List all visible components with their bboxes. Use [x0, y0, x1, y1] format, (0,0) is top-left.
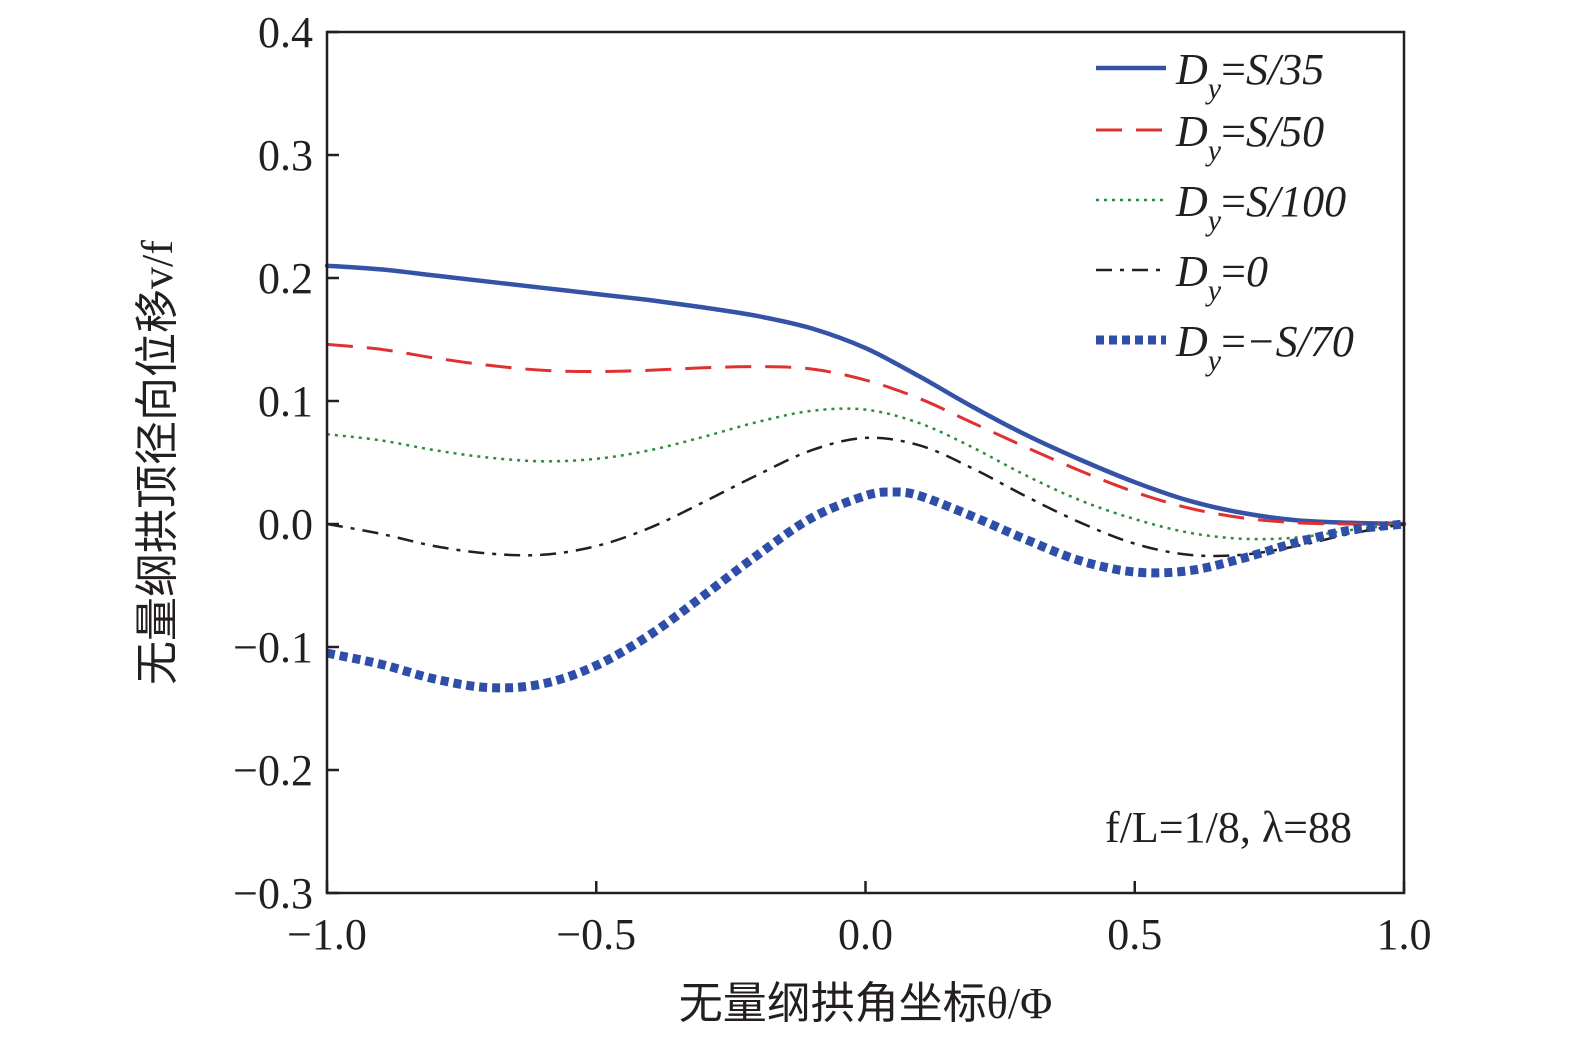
y-tick-label: 0.0: [258, 500, 313, 549]
y-tick-label: 0.3: [258, 131, 313, 180]
y-tick-label: −0.3: [233, 869, 313, 918]
y-tick-label: 0.2: [258, 254, 313, 303]
y-tick-label: −0.1: [233, 623, 313, 672]
series-line-4: [326, 436, 1405, 558]
legend-item: Dy=0: [1096, 247, 1268, 307]
legend-label: Dy=S/50: [1175, 107, 1324, 167]
x-tick-label: 1.0: [1377, 910, 1432, 959]
x-tick-label: −0.5: [556, 910, 636, 959]
y-tick-label: 0.4: [258, 8, 313, 57]
legend-item: Dy=−S/70: [1096, 317, 1354, 377]
x-tick-label: 0.5: [1107, 910, 1162, 959]
series-line-1: [324, 263, 1407, 527]
legend-label: Dy=−S/70: [1175, 317, 1354, 377]
legend-item: Dy=S/50: [1096, 107, 1324, 167]
legend-label: Dy=0: [1175, 247, 1268, 307]
series-line-2: [326, 342, 1405, 526]
series-layer: [324, 263, 1407, 693]
series-line-3: [326, 407, 1405, 541]
legend-item: Dy=S/100: [1096, 177, 1346, 237]
legend-label: Dy=S/100: [1175, 177, 1346, 237]
x-tick-label: 0.0: [838, 910, 893, 959]
ticks-layer: −1.0 −0.5 0.0 0.5 1.0 −0.3 −0.2 −0.1 0.0 0.1 0.2 0.…: [233, 8, 1431, 959]
y-tick-label: −0.2: [233, 746, 313, 795]
chart-annotation: f/L=1/8, λ=88: [1105, 803, 1352, 852]
legend-item: Dy=S/35: [1096, 45, 1324, 105]
legend-label: Dy=S/35: [1175, 45, 1324, 105]
x-axis-title: 无量纲拱角坐标θ/Φ: [679, 979, 1052, 1028]
x-tick-label: −1.0: [287, 910, 367, 959]
plot-frame: [325, 30, 1406, 895]
y-axis-title: 无量纲拱顶径向位移v/f: [133, 240, 182, 685]
series-line-5: [326, 487, 1405, 693]
y-tick-label: 0.1: [258, 377, 313, 426]
